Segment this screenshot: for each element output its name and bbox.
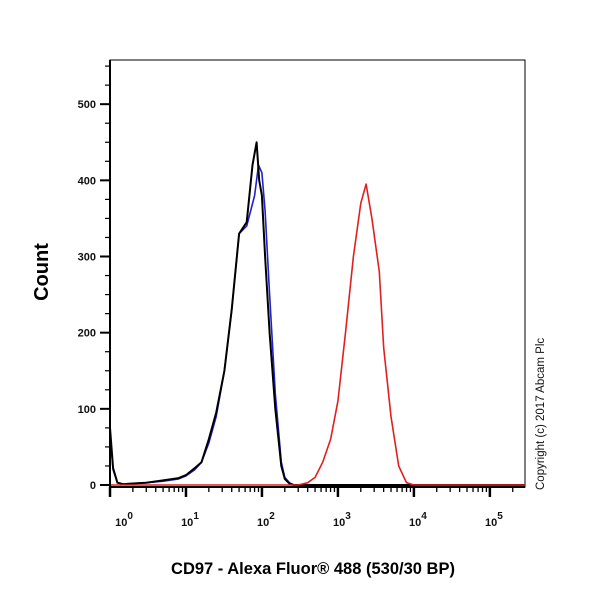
y-tick-label: 500 bbox=[78, 99, 96, 111]
series-line-1 bbox=[109, 141, 525, 486]
x-tick-exponent: 1 bbox=[193, 511, 199, 522]
x-tick-label: 103 bbox=[333, 511, 351, 529]
y-tick-label: 200 bbox=[78, 328, 96, 340]
x-tick-base: 10 bbox=[181, 517, 193, 529]
x-axis-title: CD97 - Alexa Fluor® 488 (530/30 BP) bbox=[171, 560, 455, 578]
x-tick-exponent: 5 bbox=[497, 511, 503, 522]
x-tick-base: 10 bbox=[257, 517, 269, 529]
copyright-annotation: Copyright (c) 2017 Abcam Plc bbox=[535, 338, 547, 490]
x-tick-exponent: 0 bbox=[127, 511, 133, 522]
x-tick-exponent: 3 bbox=[345, 511, 351, 522]
y-tick-label: 300 bbox=[78, 252, 96, 264]
y-tick-label: 400 bbox=[78, 175, 96, 187]
x-tick-base: 10 bbox=[115, 517, 127, 529]
curves bbox=[109, 141, 525, 486]
y-axis-title: Count bbox=[31, 243, 53, 301]
series-line-2 bbox=[110, 183, 525, 486]
x-tick-label: 100 bbox=[115, 511, 133, 529]
x-tick-exponent: 2 bbox=[269, 511, 275, 522]
y-tick-label: 0 bbox=[90, 480, 96, 492]
x-tick-base: 10 bbox=[409, 517, 421, 529]
x-tick-exponent: 4 bbox=[421, 511, 427, 522]
series-line-0 bbox=[109, 164, 525, 486]
x-tick-base: 10 bbox=[333, 517, 345, 529]
x-tick-label: 101 bbox=[181, 511, 199, 529]
x-tick-label: 105 bbox=[485, 511, 503, 529]
y-tick-label: 100 bbox=[78, 404, 96, 416]
y-axis: 0 100 200 300 400 500 bbox=[78, 60, 111, 492]
x-tick-label: 104 bbox=[409, 511, 427, 529]
x-tick-label: 102 bbox=[257, 511, 275, 529]
plot-frame bbox=[109, 59, 526, 488]
x-tick-base: 10 bbox=[485, 517, 497, 529]
